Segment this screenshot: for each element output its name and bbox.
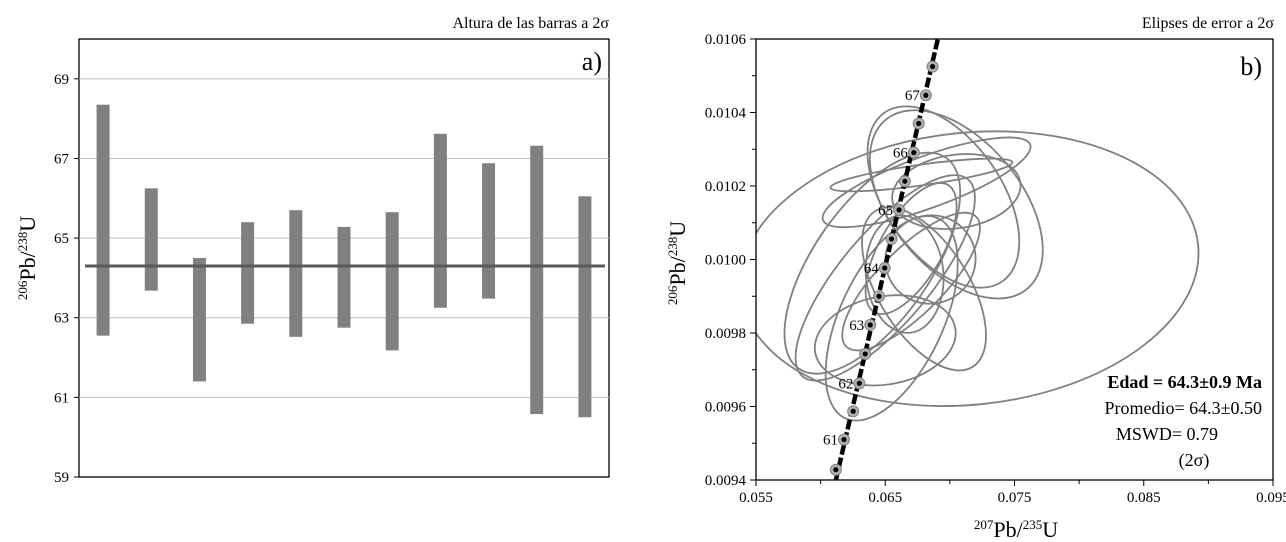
- panel-b-label: b): [1240, 52, 1262, 81]
- panel-b-x-ticks: 0.055 0.065 0.075 0.085 0.095: [739, 480, 1286, 506]
- y-tick-label: 63: [54, 311, 69, 327]
- error-bar: [192, 258, 206, 382]
- age-marker-dot: [850, 408, 856, 414]
- age-marker-label: 63: [849, 318, 864, 334]
- error-bar: [578, 196, 592, 418]
- age-marker-dot: [841, 436, 847, 443]
- y-label-main-2: U: [15, 216, 40, 232]
- error-bar: [289, 210, 303, 337]
- y-label-main-1: Pb/: [15, 250, 40, 280]
- error-bar: [385, 212, 399, 351]
- age-marker-label: 62: [838, 376, 853, 392]
- y-tick-label: 61: [54, 390, 69, 406]
- age-marker-dot: [876, 293, 882, 299]
- y-label-sup-2: 238: [15, 232, 30, 252]
- error-bar: [337, 226, 351, 328]
- y-label-main-1: Pb/: [665, 255, 690, 285]
- age-marker-dot: [888, 236, 895, 242]
- x-tick-label: 0.075: [998, 490, 1032, 506]
- y-tick-label: 0.0096: [705, 400, 747, 416]
- y-tick-label: 0.0104: [705, 106, 747, 122]
- error-bar: [241, 222, 255, 324]
- y-tick-label: 0.0094: [705, 473, 747, 489]
- y-tick-label: 0.0098: [705, 326, 746, 342]
- error-ellipse: [821, 136, 1032, 229]
- panel-b: Elipses de error a 2σ 61 62 63 64 65 66 67 0.0…: [665, 15, 1286, 542]
- sigma-annotation: (2σ): [1179, 450, 1210, 471]
- y-tick-label: 0.0102: [705, 179, 746, 195]
- panel-a: Altura de las barras a 2σ 59 61 63 65 67 69 a…: [15, 15, 610, 486]
- age-marker-label: 66: [893, 146, 909, 162]
- error-ellipse: [794, 174, 976, 382]
- age-marker-dot: [867, 322, 873, 328]
- x-label-sup-1: 207: [974, 517, 994, 532]
- y-tick-label: 65: [54, 231, 69, 247]
- y-tick-label: 59: [54, 470, 69, 486]
- age-marker-label: 67: [905, 88, 921, 104]
- panel-b-age-markers: [829, 60, 939, 476]
- age-marker-dot: [911, 149, 917, 156]
- panel-b-x-axis-label: 207Pb/235U: [974, 517, 1058, 542]
- error-ellipse: [824, 215, 959, 422]
- panel-a-label: a): [582, 47, 602, 76]
- panel-a-y-axis-label: 206Pb/238U: [15, 216, 40, 300]
- panel-b-y-axis-label: 206Pb/238U: [665, 221, 690, 305]
- concordia-curve: [833, 39, 941, 480]
- x-tick-label: 0.095: [1256, 490, 1286, 506]
- age-marker-label: 61: [823, 433, 838, 449]
- y-label-sup-1: 206: [15, 280, 30, 300]
- x-label-sup-2: 235: [1023, 517, 1043, 532]
- age-marker-dot: [923, 92, 929, 98]
- panel-b-y-ticks: 0.0094 0.0096 0.0098 0.0100 0.0102 0.0104 0.01…: [705, 32, 756, 489]
- error-ellipse: [861, 206, 987, 372]
- error-ellipse: [783, 151, 962, 375]
- error-bar: [530, 145, 544, 415]
- panel-a-title: Altura de las barras a 2σ: [452, 15, 609, 32]
- age-marker-dot: [856, 380, 863, 386]
- age-marker-dot: [902, 178, 908, 184]
- age-marker-dot: [929, 63, 936, 70]
- panel-b-title: Elipses de error a 2σ: [1142, 15, 1275, 32]
- error-ellipse: [756, 130, 1200, 407]
- x-label-main-1: Pb/: [993, 517, 1023, 542]
- age-marker-dot: [916, 120, 922, 127]
- y-tick-label: 69: [54, 72, 69, 88]
- error-bar: [96, 104, 110, 336]
- panel-b-age-labels: 61 62 63 64 65 66 67: [823, 88, 920, 448]
- age-marker-label: 65: [878, 203, 893, 219]
- x-tick-label: 0.065: [868, 490, 902, 506]
- y-tick-label: 0.0106: [705, 32, 747, 48]
- error-bar: [144, 188, 158, 291]
- y-label-sup-2: 238: [665, 237, 680, 257]
- mswd-annotation: MSWD= 0.79: [1116, 424, 1218, 444]
- y-label-main-2: U: [665, 221, 690, 237]
- y-tick-label: 0.0100: [705, 253, 746, 269]
- age-annotation: Edad = 64.3±0.9 Ma: [1107, 372, 1262, 392]
- age-marker-dot: [882, 265, 888, 271]
- error-ellipse: [891, 153, 1022, 230]
- x-label-main-2: U: [1042, 517, 1058, 542]
- age-marker-dot: [833, 467, 839, 473]
- y-label-sup-1: 206: [665, 285, 680, 305]
- age-marker-label: 64: [864, 261, 880, 277]
- mean-annotation: Promedio= 64.3±0.50: [1104, 398, 1262, 418]
- y-tick-label: 67: [54, 151, 70, 167]
- panel-b-error-ellipses: [756, 105, 1200, 422]
- panel-a-y-ticks: 59 61 63 65 67 69: [54, 72, 79, 486]
- x-tick-label: 0.055: [739, 490, 773, 506]
- x-tick-label: 0.085: [1127, 490, 1161, 506]
- error-bar: [482, 163, 496, 299]
- age-marker-dot: [862, 351, 868, 357]
- error-bar: [433, 133, 447, 308]
- age-marker-dot: [896, 207, 902, 213]
